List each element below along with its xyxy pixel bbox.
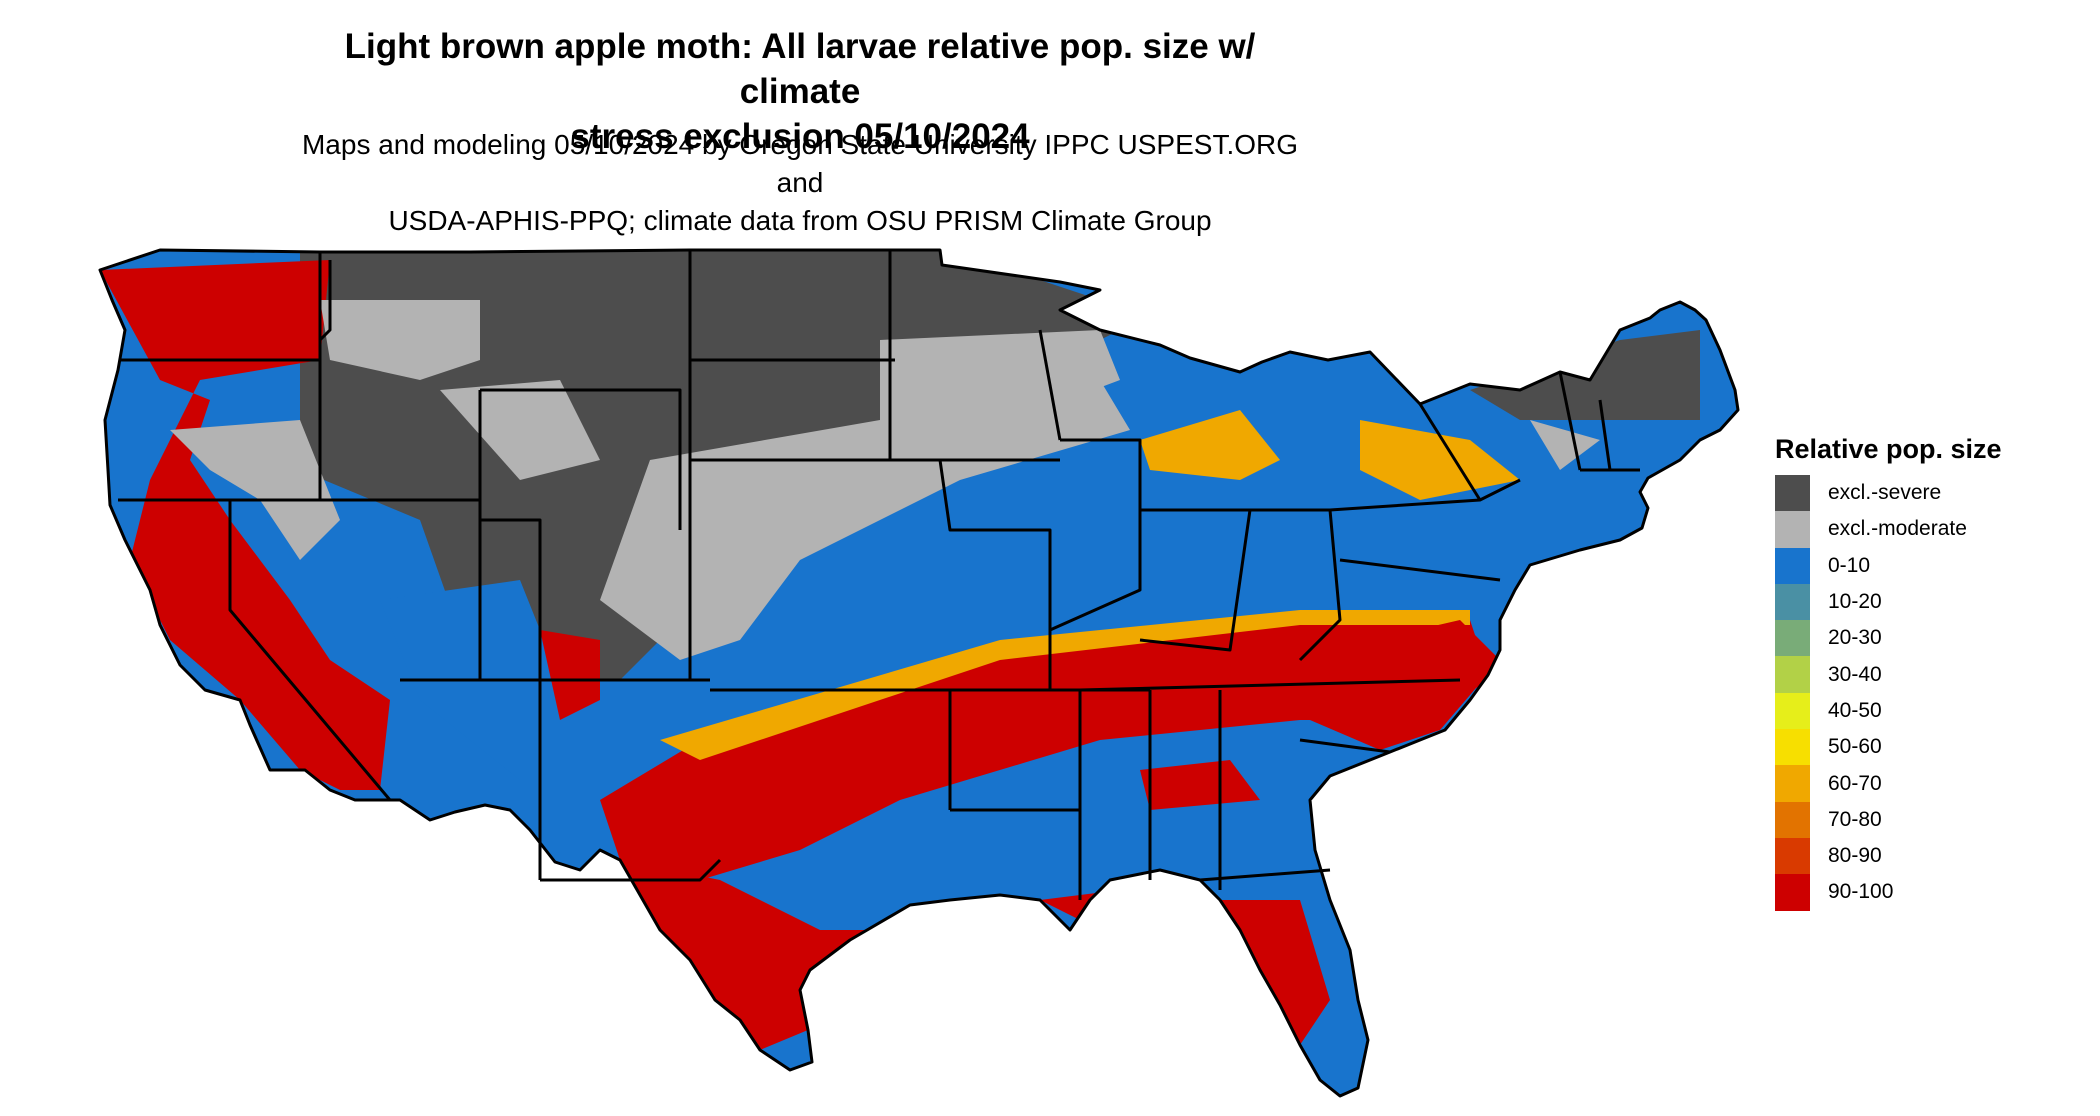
- legend-label: 50-60: [1828, 735, 1882, 759]
- legend-label: 20-30: [1828, 626, 1882, 650]
- legend-item: 40-50: [1775, 692, 2075, 730]
- legend-item: 50-60: [1775, 729, 2075, 766]
- legend-label: 80-90: [1828, 844, 1882, 868]
- legend-swatch: [1775, 583, 1810, 621]
- legend-item: 60-70: [1775, 765, 2075, 802]
- legend-item: excl.-moderate: [1775, 511, 2075, 548]
- legend-label: 90-100: [1828, 880, 1894, 904]
- legend-swatch: [1775, 692, 1810, 730]
- legend-label: excl.-moderate: [1828, 517, 1967, 541]
- legend-item: 80-90: [1775, 837, 2075, 875]
- state-borders: [98, 248, 1740, 1098]
- legend-swatch: [1775, 475, 1810, 512]
- legend-label: 30-40: [1828, 662, 1882, 686]
- legend-label: 40-50: [1828, 698, 1882, 722]
- legend-swatch: [1775, 729, 1810, 766]
- legend-swatch: [1775, 620, 1810, 657]
- legend-item: 20-30: [1775, 620, 2075, 657]
- map-subtitle: Maps and modeling 05/10/2024 by Oregon S…: [290, 126, 1310, 240]
- map-subtitle-line1: Maps and modeling 05/10/2024 by Oregon S…: [301, 129, 1299, 198]
- legend-item: 10-20: [1775, 583, 2075, 621]
- legend-swatch: [1775, 837, 1810, 875]
- map-subtitle-line2: USDA-APHIS-PPQ; climate data from OSU PR…: [388, 205, 1212, 236]
- legend-label: 60-70: [1828, 771, 1882, 795]
- legend-item: 0-10: [1775, 547, 2075, 584]
- legend-items: excl.-severe excl.-moderate 0-10 10-20 2…: [1775, 475, 2075, 911]
- legend-item: 70-80: [1775, 801, 2075, 838]
- legend-item: 90-100: [1775, 874, 2075, 911]
- legend-swatch: [1775, 511, 1810, 548]
- legend-item: 30-40: [1775, 656, 2075, 693]
- legend-swatch: [1775, 801, 1810, 838]
- legend-title: Relative pop. size: [1775, 434, 2002, 464]
- legend-item: excl.-severe: [1775, 475, 2075, 512]
- legend-label: 70-80: [1828, 807, 1882, 831]
- legend-label: excl.-severe: [1828, 481, 1942, 505]
- map-fill: [100, 250, 1738, 1096]
- legend-label: 10-20: [1828, 590, 1882, 614]
- legend-swatch: [1775, 874, 1810, 911]
- map-title-line2: stress exclusion 05/10/2024: [570, 117, 1030, 156]
- map-title: Light brown apple moth: All larvae relat…: [290, 24, 1310, 159]
- legend: Relative pop. size excl.-severe excl.-mo…: [1775, 433, 2075, 911]
- legend-label: 0-10: [1828, 553, 1871, 577]
- legend-swatch: [1775, 765, 1810, 802]
- map-title-line1: Light brown apple moth: All larvae relat…: [344, 27, 1256, 111]
- legend-swatch: [1775, 656, 1810, 693]
- legend-swatch: [1775, 547, 1810, 584]
